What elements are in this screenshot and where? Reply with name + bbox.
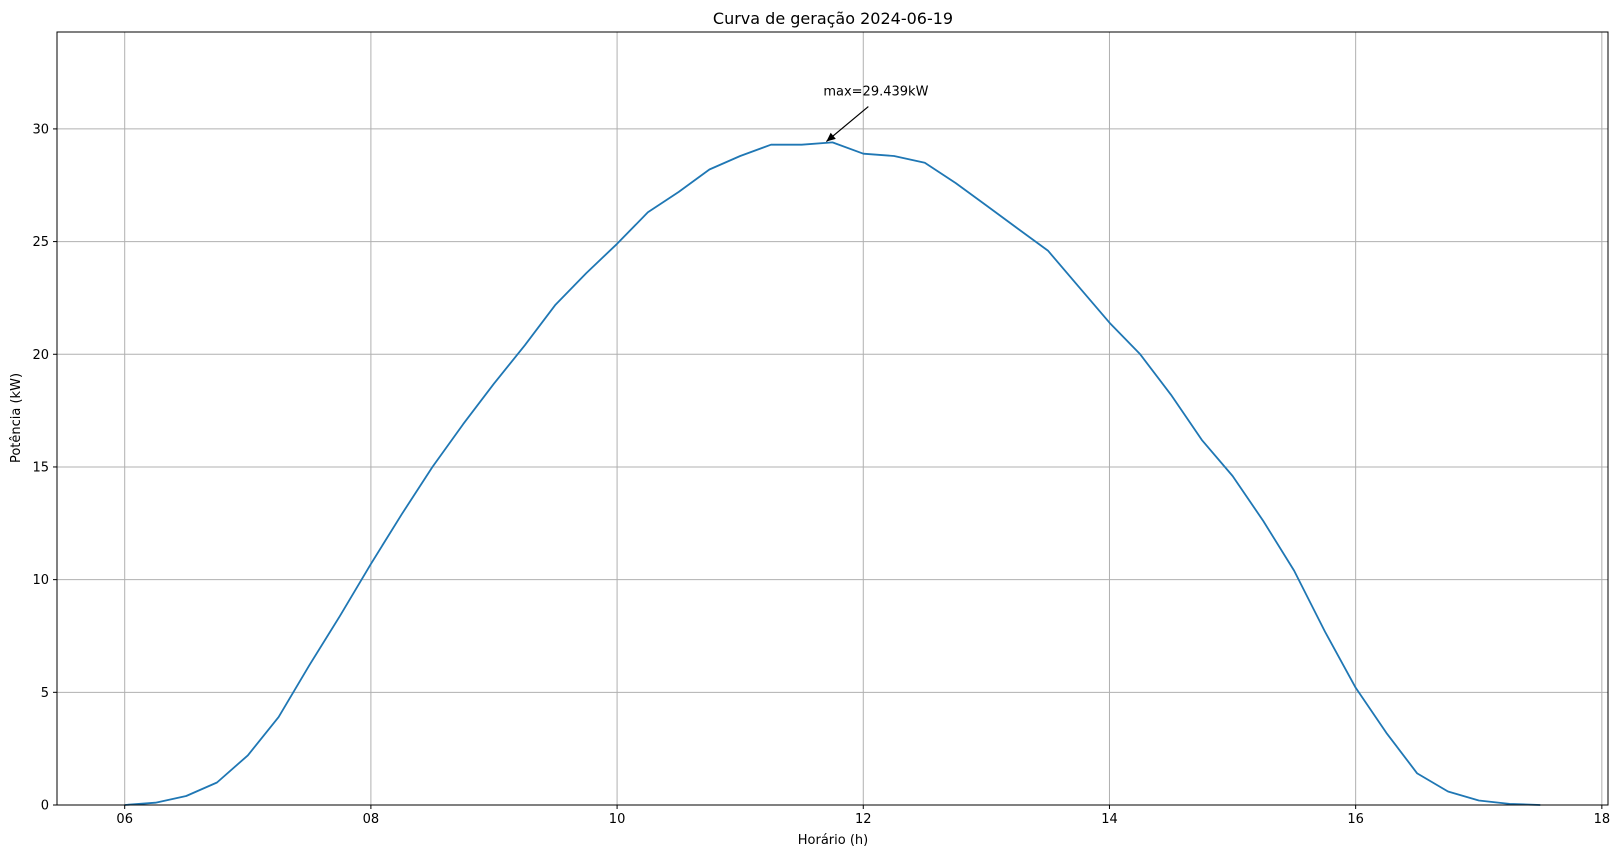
annotation-arrow <box>825 106 869 143</box>
x-tick-label: 08 <box>363 812 380 827</box>
x-axis-label: Horário (h) <box>798 833 868 848</box>
y-axis-label: Potência (kW) <box>9 373 24 463</box>
x-tick-label: 06 <box>116 812 133 827</box>
x-tick-label: 12 <box>855 812 872 827</box>
annotation-arrowhead <box>826 132 836 142</box>
x-tick-label: 14 <box>1101 812 1118 827</box>
chart-title: Curva de geração 2024-06-19 <box>713 9 953 28</box>
y-tick-label: 5 <box>41 686 49 701</box>
x-tick-label: 10 <box>609 812 626 827</box>
y-tick-label: 20 <box>32 348 49 363</box>
series-layer <box>124 141 1541 806</box>
y-tick-label: 0 <box>41 799 49 814</box>
grid-lines <box>57 32 1608 806</box>
annotation-label: max=29.439kW <box>823 85 928 100</box>
y-tick-label: 30 <box>32 122 49 137</box>
plot-frame <box>56 31 1609 806</box>
x-tick-label: 16 <box>1347 812 1364 827</box>
y-tick-label: 15 <box>32 460 49 475</box>
axis-ticks: 06 08 10 12 14 16 18 0 5 10 15 20 25 30 <box>32 122 1610 827</box>
annotation: max=29.439kW <box>823 85 929 143</box>
y-tick-label: 10 <box>32 573 49 588</box>
power-curve-line <box>124 141 1541 806</box>
x-tick-label: 18 <box>1594 812 1611 827</box>
y-tick-label: 25 <box>32 235 49 250</box>
